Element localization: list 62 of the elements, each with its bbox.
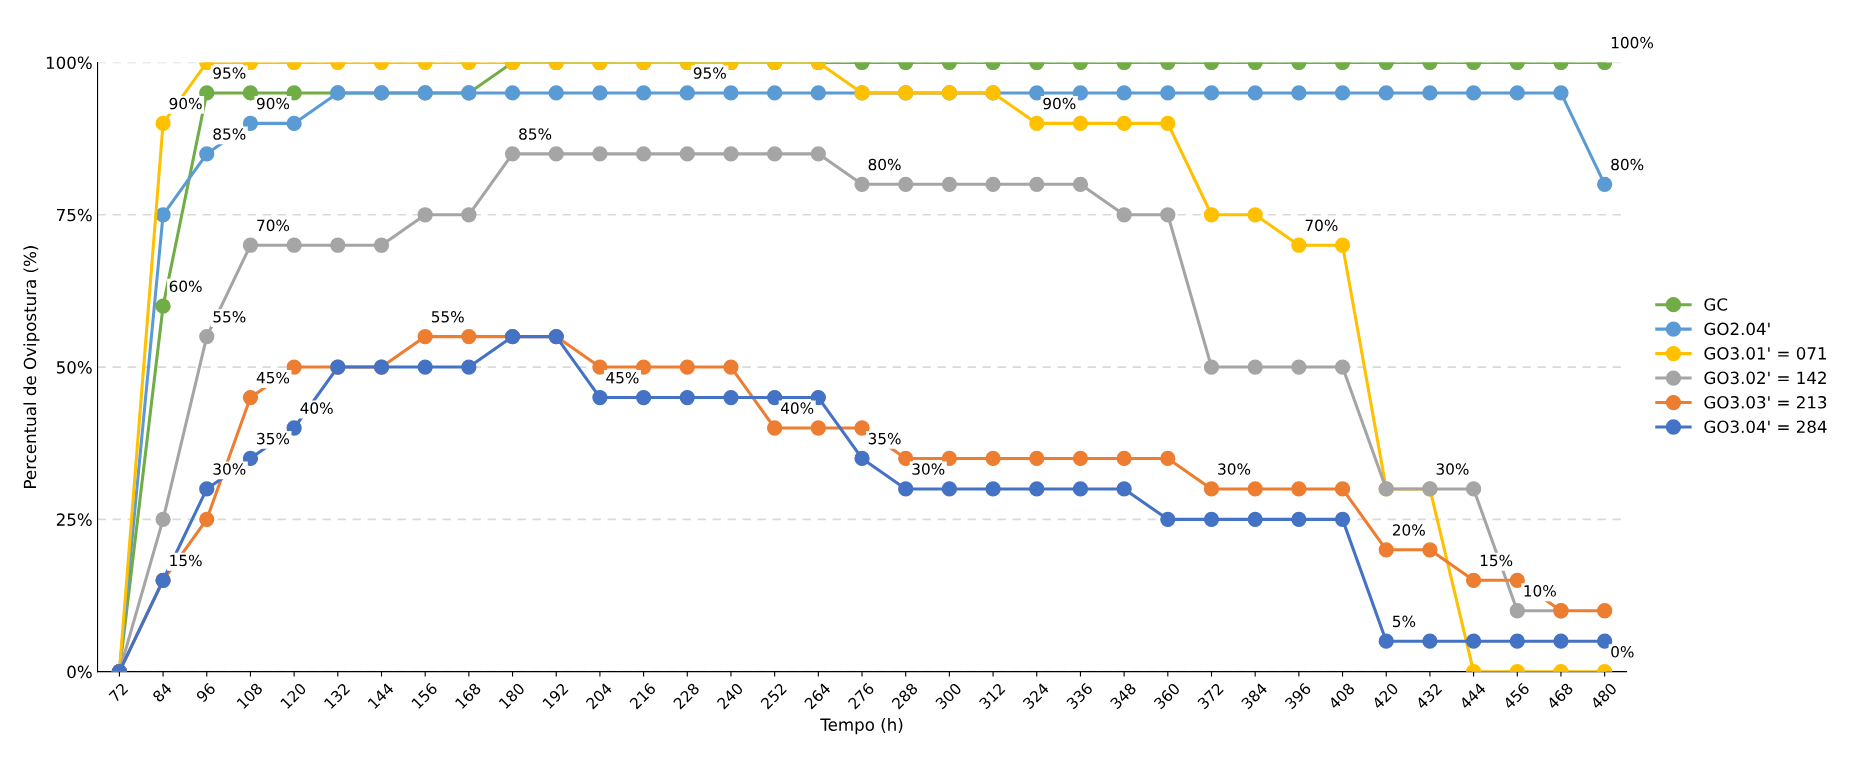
x-tick-label: 468 — [1546, 682, 1574, 710]
data-label: 90% — [256, 97, 290, 110]
data-label: 45% — [256, 371, 290, 384]
x-tick-label: 480 — [1589, 682, 1618, 710]
data-label: 35% — [868, 432, 901, 445]
legend-label: GO3.02' = 142 — [1704, 371, 1826, 385]
legend-label: GO3.03' = 213 — [1704, 395, 1827, 409]
x-tick-label: 420 — [1371, 682, 1399, 710]
data-label: 15% — [170, 554, 202, 567]
data-label: 85% — [519, 128, 552, 140]
x-tick-label: 96 — [195, 682, 217, 703]
x-tick-label: 312 — [978, 682, 1006, 710]
x-tick-label: 120 — [279, 682, 307, 710]
data-label: 95% — [693, 67, 726, 79]
y-axis-title: Percentual de Ovipostura (%) — [23, 246, 40, 488]
data-label: 30% — [912, 463, 945, 475]
data-label: 40% — [780, 402, 814, 414]
legend-label: GO3.01' = 071 — [1704, 347, 1827, 360]
data-label: 40% — [300, 402, 333, 414]
x-tick-label: 84 — [151, 682, 173, 703]
x-tick-label: 72 — [108, 682, 129, 703]
data-label: 20% — [1392, 524, 1425, 536]
data-label: 30% — [1436, 463, 1469, 475]
y-tick-label: 50% — [56, 361, 92, 374]
legend-label: GO3.04' = 284 — [1704, 420, 1827, 434]
x-tick-label: 300 — [934, 682, 963, 710]
x-tick-label: 192 — [542, 682, 569, 710]
x-tick-label: 132 — [323, 682, 351, 710]
x-tick-label: 360 — [1153, 682, 1181, 710]
data-label: 95% — [213, 67, 246, 79]
data-label: 70% — [1305, 219, 1338, 232]
data-label: 90% — [169, 97, 202, 110]
data-label: 85% — [213, 128, 246, 140]
data-label: 45% — [606, 371, 639, 384]
x-tick-label: 408 — [1327, 682, 1356, 710]
data-label: 60% — [169, 280, 202, 293]
data-label: 55% — [213, 310, 246, 323]
x-tick-label: 372 — [1196, 682, 1224, 710]
data-label: 0% — [1611, 646, 1634, 658]
data-label: 70% — [257, 219, 290, 232]
y-tick-label: 0% — [67, 665, 92, 679]
x-tick-label: 432 — [1415, 682, 1443, 710]
x-tick-label: 444 — [1458, 682, 1487, 710]
x-tick-label: 456 — [1502, 682, 1531, 710]
legend-label: GC — [1704, 298, 1728, 311]
y-tick-label: 100% — [46, 56, 92, 70]
data-label: 80% — [868, 158, 901, 171]
y-tick-label: 75% — [57, 208, 92, 222]
data-label: 90% — [1043, 97, 1076, 110]
data-label: 10% — [1524, 585, 1556, 597]
x-tick-label: 180 — [498, 682, 526, 710]
data-label: 55% — [431, 310, 464, 323]
data-label: 100% — [1611, 36, 1654, 49]
x-axis-title: Tempo (h) — [820, 718, 903, 735]
data-label: 80% — [1611, 158, 1644, 171]
data-label: 30% — [1218, 463, 1251, 475]
data-label: 30% — [213, 463, 246, 475]
data-label: 15% — [1480, 554, 1513, 567]
legend-label: GO2.04' — [1704, 322, 1770, 336]
y-tick-label: 25% — [56, 513, 92, 526]
data-label: 35% — [257, 432, 290, 445]
data-label: 5% — [1392, 615, 1416, 628]
